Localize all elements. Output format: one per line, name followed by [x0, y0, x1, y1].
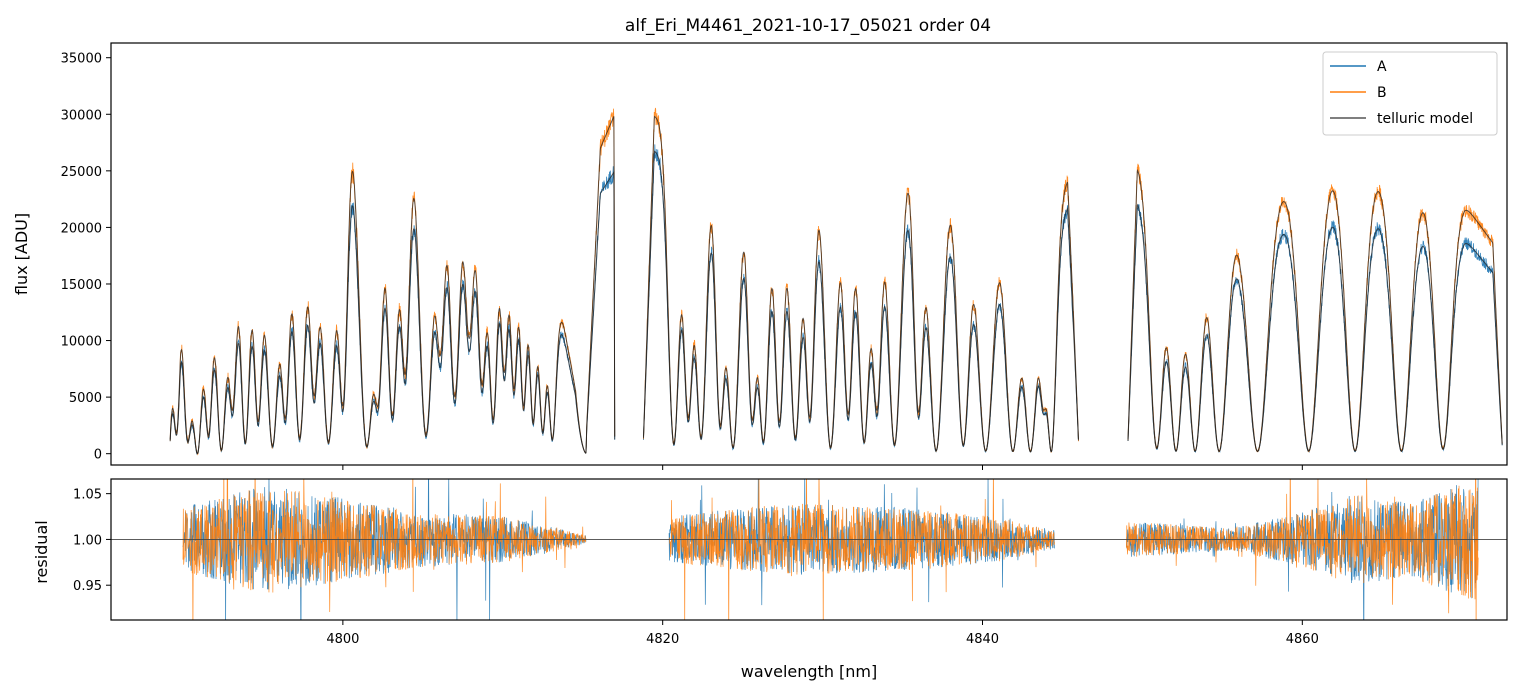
residual-series-b-segment-2: [1126, 479, 1479, 620]
legend-label-b: B: [1377, 85, 1387, 101]
y-tick-label: 1.00: [73, 533, 102, 548]
residual-x-ticks: 4800 4820 4840 4860: [326, 620, 1319, 647]
flux-axes-frame: [110, 42, 1508, 466]
y-tick-label: 30000: [61, 108, 102, 123]
xlabel: wavelength [nm]: [741, 662, 878, 681]
flux-series-a-segment-1: [585, 166, 616, 454]
x-tick-label: 4860: [1286, 632, 1319, 647]
residual-axes-frame: [110, 478, 1508, 621]
flux-panel: 0 5000 10000 15000 20000 25000 30000 35000 flux…: [12, 42, 1508, 470]
y-tick-label: 0.95: [73, 579, 102, 594]
flux-series-a-segment-3: [1127, 204, 1503, 453]
flux-series-b-segment-3: [1127, 163, 1503, 453]
flux-series: [169, 107, 1503, 456]
flux-x-ticks: [342, 465, 1303, 470]
y-tick-label: 25000: [61, 165, 102, 180]
x-tick-label: 4840: [966, 632, 999, 647]
flux-series-b-segment-1: [585, 108, 616, 454]
y-tick-label: 0: [94, 448, 102, 463]
residual-series: [182, 479, 1479, 620]
telluric-model-a-segment-3: [1127, 203, 1503, 452]
residual-series-b-segment-1: [668, 479, 1055, 620]
legend-box: [1322, 51, 1498, 136]
legend-label-telluric: telluric model: [1377, 111, 1473, 127]
telluric-model-b-segment-0: [169, 170, 587, 455]
y-tick-label: 10000: [61, 335, 102, 350]
y-tick-label: 35000: [61, 52, 102, 67]
telluric-model-a-segment-0: [169, 205, 587, 455]
telluric-model-b-segment-2: [642, 115, 1079, 453]
telluric-model-a-segment-1: [585, 170, 616, 454]
legend: A B telluric model: [1322, 51, 1498, 136]
legend-label-a: A: [1377, 59, 1387, 75]
telluric-model-b-segment-3: [1127, 169, 1503, 452]
residual-ylabel: residual: [32, 520, 51, 583]
y-tick-label: 5000: [69, 391, 102, 406]
x-tick-label: 4820: [646, 632, 679, 647]
telluric-model-b-segment-1: [585, 116, 616, 454]
y-tick-label: 15000: [61, 278, 102, 293]
chart-title: alf_Eri_M4461_2021-10-17_05021 order 04: [625, 16, 991, 36]
x-tick-label: 4800: [326, 632, 359, 647]
y-tick-label: 1.05: [73, 488, 102, 503]
residual-y-ticks: 0.95 1.00 1.05: [73, 488, 111, 594]
flux-y-ticks: 0 5000 10000 15000 20000 25000 30000 35000: [61, 52, 111, 463]
residual-series-b-segment-0: [182, 479, 587, 620]
flux-ylabel: flux [ADU]: [12, 213, 31, 295]
residual-panel: 0.95 1.00 1.05 4800 4820 4840 4860 residual: [32, 478, 1508, 647]
y-tick-label: 20000: [61, 221, 102, 236]
